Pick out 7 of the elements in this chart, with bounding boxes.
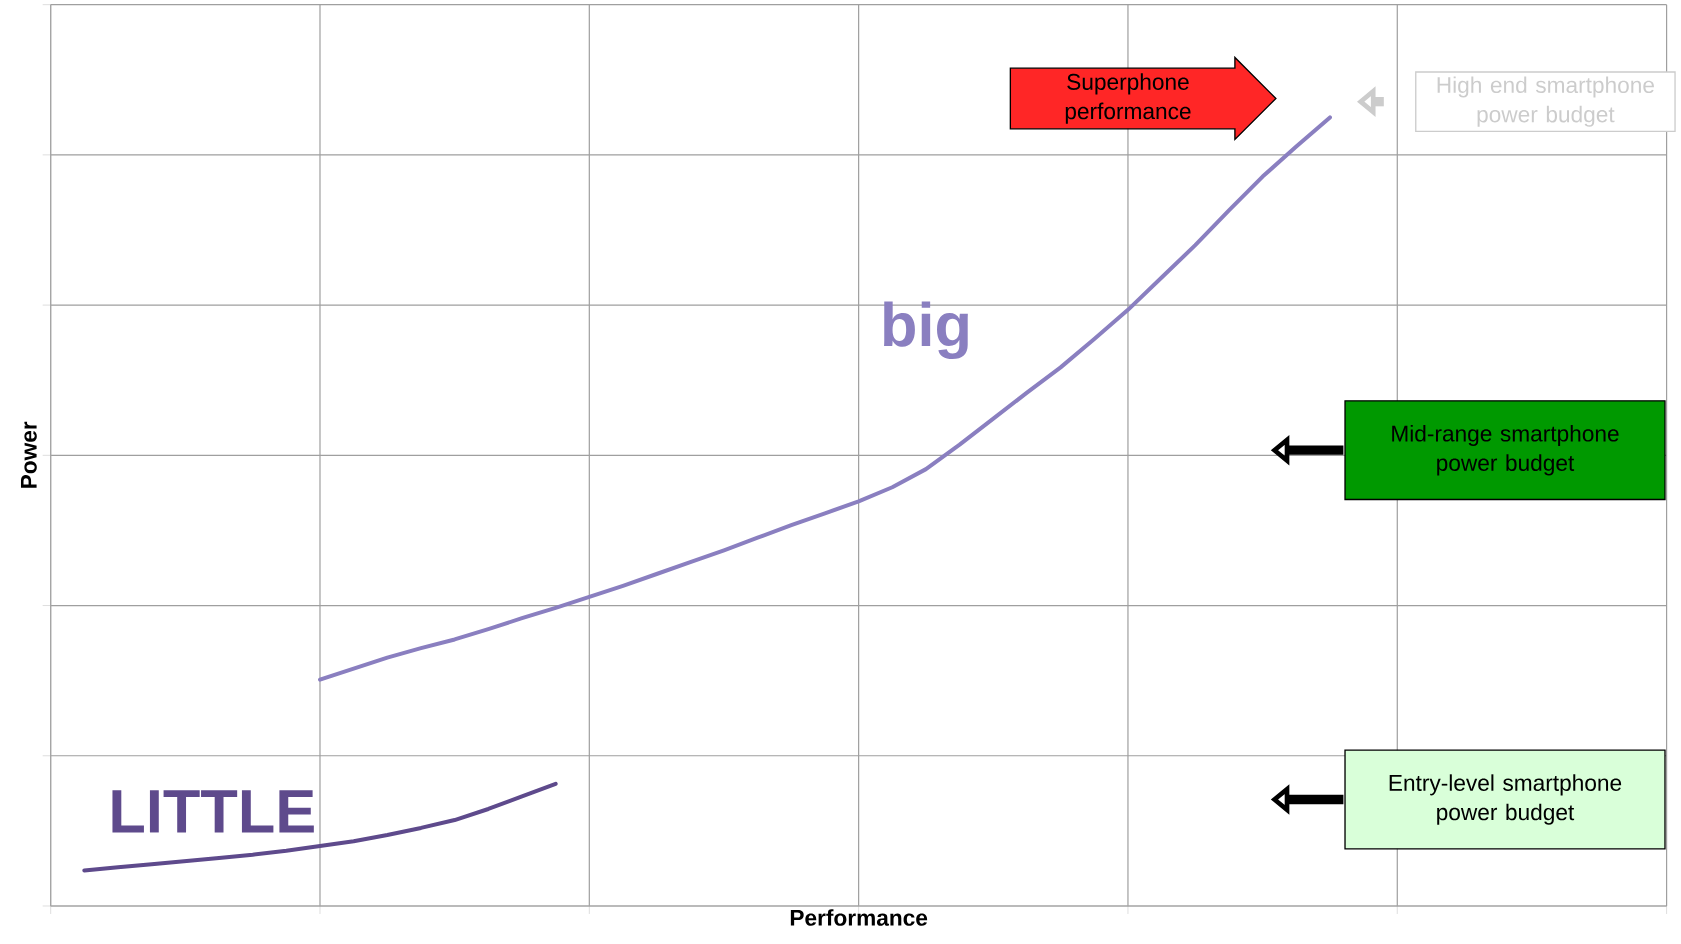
annotation: Entry-level smartphone power budget [1389, 774, 1622, 825]
series-label: LITTLE [112, 790, 314, 833]
annotation: Superphone performance [1065, 73, 1191, 124]
y-axis-title: Power [20, 421, 37, 488]
x-axis-title: Performance [790, 909, 928, 926]
series-label: big [884, 301, 968, 360]
annotation: Mid-range smartphone power budget [1392, 424, 1619, 476]
